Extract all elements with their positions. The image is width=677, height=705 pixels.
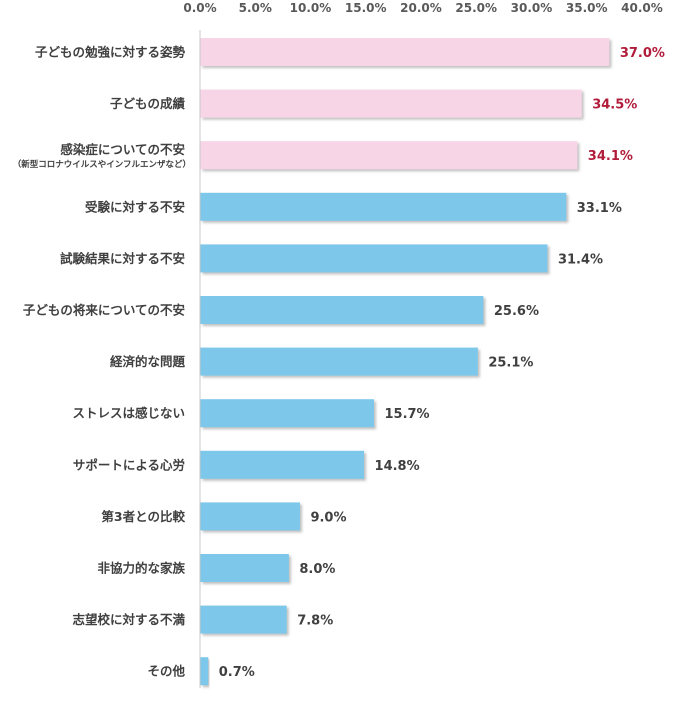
category-label: 試験結果に対する不安 [60,251,185,266]
bar [200,192,567,221]
x-tick-label: 35.0% [566,1,608,15]
x-axis: 0.0% 5.0% 10.0% 15.0% 20.0% 25.0% 30.0% 35.0% 40… [183,1,663,688]
data-label: 33.1% [577,201,622,216]
x-tick-label: 25.0% [455,1,497,15]
x-tick-label: 40.0% [621,1,663,15]
bar [200,399,374,428]
category-label: サポートによる心労 [73,457,185,472]
category-label: 感染症についての不安 [60,142,185,157]
category-label: 第3者との比較 [101,509,185,524]
data-label: 25.6% [494,304,539,319]
data-label: 8.0% [299,562,335,577]
data-label: 31.4% [558,252,603,267]
x-tick-label: 0.0% [183,1,216,15]
category-label: 経済的な問題 [110,354,186,369]
data-label: 9.0% [310,510,346,525]
bar [200,450,365,479]
bar [200,605,287,634]
data-label: 34.5% [592,98,637,113]
bar [200,657,209,686]
bar [200,141,578,170]
bar [200,244,548,273]
x-tick-label: 10.0% [290,1,332,15]
data-label: 0.7% [219,665,255,680]
data-label: 15.7% [384,407,429,422]
category-label: その他 [147,664,185,679]
bar-series [200,38,610,686]
data-label: 34.1% [588,149,633,164]
category-label: 子どもの成績 [110,96,186,111]
bar [200,554,289,582]
bar [200,296,484,324]
category-label: 子どもの将来についての不安 [23,303,185,318]
category-label: ストレスは感じない [72,406,185,421]
category-label: 非協力的な家族 [97,561,185,576]
category-label: 受験に対する不安 [85,199,185,214]
data-label: 25.1% [488,356,533,371]
x-tick-label: 30.0% [511,1,553,15]
bar [200,89,582,118]
data-label: 7.8% [297,614,333,629]
bar [200,347,478,376]
bar [200,38,610,66]
x-tick-label: 20.0% [400,1,442,15]
data-label: 14.8% [375,459,420,474]
category-label: 志望校に対する不満 [72,612,185,627]
category-label: 子どもの勉強に対する姿勢 [35,45,186,60]
x-tick-label: 15.0% [345,1,387,15]
data-label: 37.0% [620,46,665,61]
value-labels: 37.0% 34.5% 34.1% 33.1% 31.4% 25.6% 25.1% 15.7%… [219,46,665,680]
bar [200,502,300,531]
x-tick-label: 5.0% [239,1,272,15]
category-sublabel: （新型コロナウイルスやインフルエンザなど） [13,159,191,170]
